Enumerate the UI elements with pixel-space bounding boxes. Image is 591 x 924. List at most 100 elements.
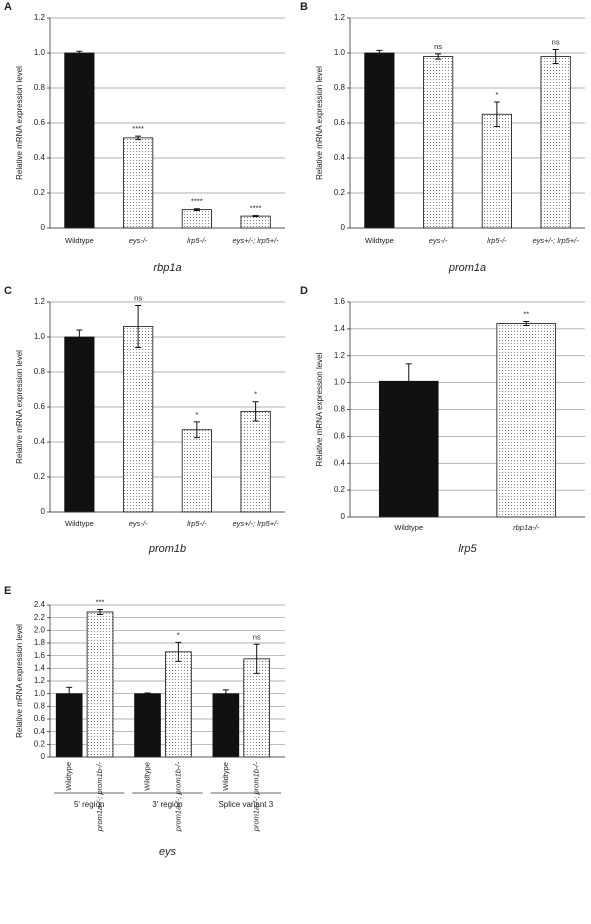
bar xyxy=(64,336,95,513)
y-tick-label: 0.2 xyxy=(34,739,46,748)
y-tick-label: 0.2 xyxy=(334,485,346,494)
group-label: Splice variant 3 xyxy=(218,800,273,809)
y-tick-label: 0.6 xyxy=(334,118,346,127)
x-tick-label: Wildtype xyxy=(365,236,394,245)
y-tick-label: 0.8 xyxy=(34,83,46,92)
y-tick-label: 0.6 xyxy=(34,402,46,411)
x-axis-title: eys xyxy=(159,846,177,858)
y-tick-label: 0.4 xyxy=(34,153,46,162)
y-tick-label: 1.2 xyxy=(34,676,46,685)
x-tick-label: Wildtype xyxy=(65,519,94,528)
y-tick-label: 0.6 xyxy=(34,714,46,723)
x-tick-label: lrp5-/- xyxy=(187,519,207,528)
x-tick-label: lrp5-/- xyxy=(187,236,207,245)
y-axis-title: Relative mRNA expression level xyxy=(315,352,324,466)
x-axis-title: prom1b xyxy=(148,543,186,555)
y-tick-label: 1.0 xyxy=(334,378,346,387)
y-tick-label: 1.2 xyxy=(334,13,346,22)
bar xyxy=(481,113,512,229)
y-tick-label: 0 xyxy=(341,512,346,521)
significance-label: ** xyxy=(523,309,529,318)
x-tick-label: eys-/- xyxy=(129,236,148,245)
y-tick-label: 0 xyxy=(41,507,46,516)
y-tick-label: 1.0 xyxy=(34,332,46,341)
y-tick-label: 0.8 xyxy=(34,701,46,710)
y-tick-label: 1.2 xyxy=(34,13,46,22)
y-axis-title: Relative mRNA expression level xyxy=(15,350,24,464)
x-tick-label: eys+/-; lrp5+/- xyxy=(532,236,579,245)
y-tick-label: 0.8 xyxy=(334,405,346,414)
y-tick-label: 0.2 xyxy=(34,472,46,481)
x-axis-title: prom1a xyxy=(448,262,486,274)
significance-label: ns xyxy=(552,37,560,46)
significance-label: **** xyxy=(250,204,262,213)
bar xyxy=(181,429,212,513)
significance-label: *** xyxy=(96,597,105,606)
panel-label: E xyxy=(4,585,11,597)
y-tick-label: 1.6 xyxy=(334,297,346,306)
y-tick-label: 0 xyxy=(41,752,46,761)
bar xyxy=(540,56,571,229)
x-tick-label: prom1a-/-; prom1b-/- xyxy=(173,762,182,833)
x-tick-label: eys-/- xyxy=(129,519,148,528)
x-tick-label: Wildtype xyxy=(65,236,94,245)
bar xyxy=(496,323,557,518)
bar xyxy=(364,52,395,229)
bar xyxy=(240,410,271,513)
y-tick-label: 0.6 xyxy=(334,431,346,440)
y-tick-label: 2.2 xyxy=(34,613,46,622)
y-tick-label: 2.4 xyxy=(34,600,46,609)
bar xyxy=(55,693,83,758)
group-label: 3' region xyxy=(152,800,182,809)
y-tick-label: 0.2 xyxy=(34,188,46,197)
bar xyxy=(212,693,240,758)
x-axis-title: lrp5 xyxy=(458,543,477,555)
y-tick-label: 1.2 xyxy=(34,297,46,306)
y-tick-label: 0.4 xyxy=(334,458,346,467)
significance-label: * xyxy=(177,630,180,639)
panel-label: C xyxy=(4,285,12,297)
y-tick-label: 1.6 xyxy=(34,651,46,660)
panel-label: B xyxy=(300,1,308,13)
x-tick-label: eys-/- xyxy=(429,236,448,245)
significance-label: **** xyxy=(132,124,144,133)
x-tick-label: eys+/-; lrp5+/- xyxy=(232,236,279,245)
x-axis-title: rbp1a xyxy=(153,262,181,274)
x-tick-label: Wildtype xyxy=(64,762,73,791)
y-axis-title: Relative mRNA expression level xyxy=(15,624,24,738)
y-tick-label: 0.4 xyxy=(34,437,46,446)
bar xyxy=(181,209,212,229)
y-tick-label: 0.6 xyxy=(34,118,46,127)
significance-label: ns xyxy=(134,293,142,302)
y-tick-label: 1.2 xyxy=(334,351,346,360)
y-tick-label: 0.4 xyxy=(334,153,346,162)
y-tick-label: 0.8 xyxy=(34,367,46,376)
x-tick-label: prom1a-/-; prom1b-/- xyxy=(252,762,261,833)
y-tick-label: 0.4 xyxy=(34,727,46,736)
bar xyxy=(165,651,192,758)
y-tick-label: 0.8 xyxy=(334,83,346,92)
panel-label: D xyxy=(300,285,308,297)
significance-label: **** xyxy=(191,197,203,206)
y-tick-label: 1.4 xyxy=(34,663,46,672)
y-axis-title: Relative mRNA expression level xyxy=(315,66,324,180)
group-label: 5' region xyxy=(74,800,104,809)
significance-label: ns xyxy=(434,42,442,51)
significance-label: * xyxy=(195,410,198,419)
bar xyxy=(378,380,439,518)
x-tick-label: Wildtype xyxy=(394,523,423,532)
significance-label: * xyxy=(254,390,257,399)
bar xyxy=(423,56,454,229)
x-tick-label: Wildtype xyxy=(143,762,152,791)
y-tick-label: 0.2 xyxy=(334,188,346,197)
y-tick-label: 1.0 xyxy=(334,48,346,57)
bar xyxy=(64,52,95,229)
y-tick-label: 2.0 xyxy=(34,625,46,634)
significance-label: ns xyxy=(253,632,261,641)
bar xyxy=(123,137,154,229)
y-tick-label: 1.0 xyxy=(34,48,46,57)
bar xyxy=(240,215,271,229)
bar xyxy=(123,326,154,513)
